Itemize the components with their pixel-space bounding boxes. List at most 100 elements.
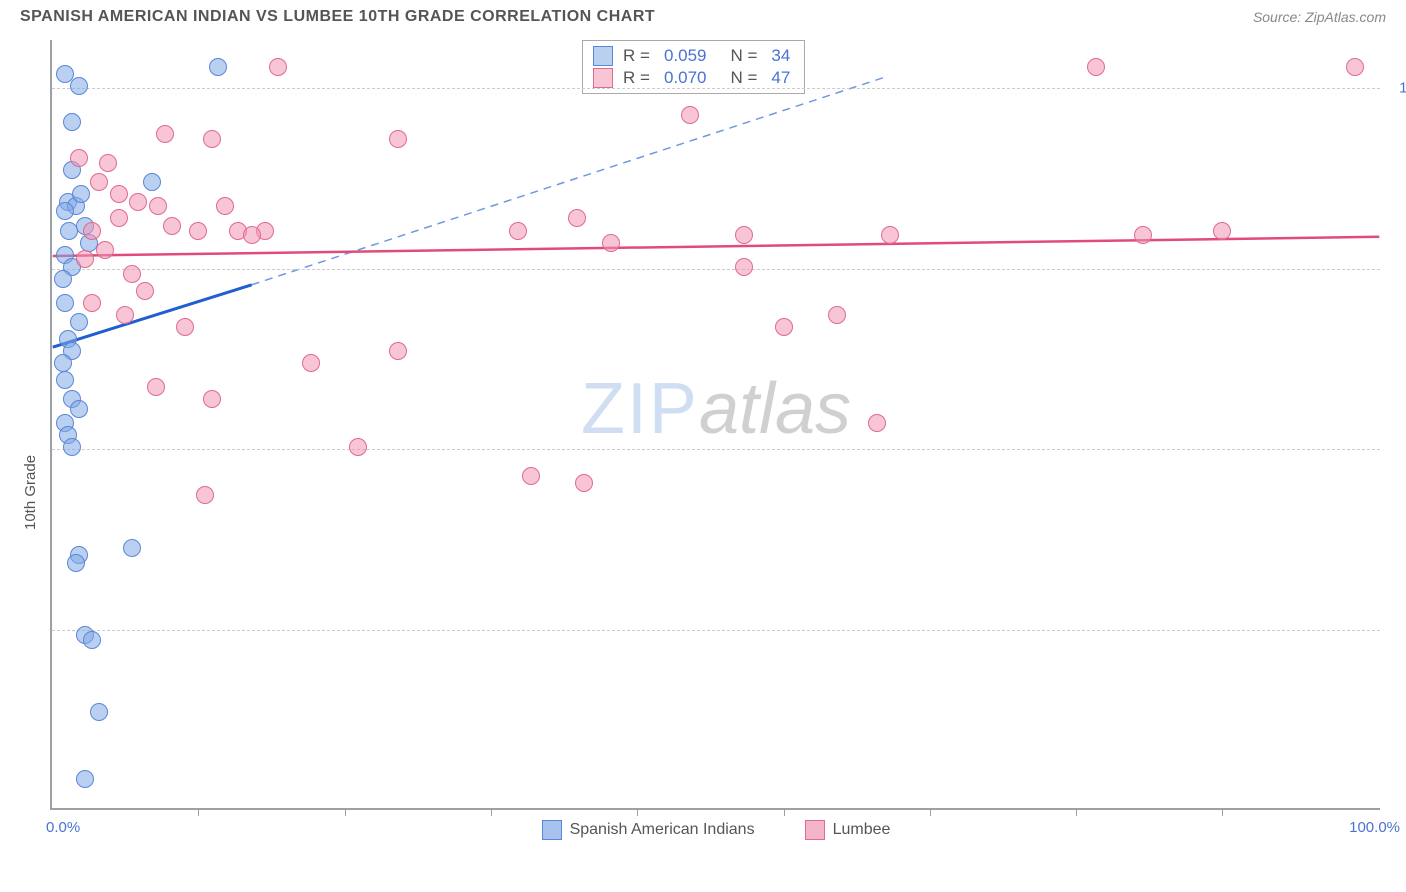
data-point	[243, 226, 261, 244]
data-point	[216, 197, 234, 215]
data-point	[90, 173, 108, 191]
data-point	[90, 703, 108, 721]
x-tick	[1076, 808, 1077, 816]
data-point	[203, 390, 221, 408]
data-point	[67, 554, 85, 572]
data-point	[149, 197, 167, 215]
data-point	[389, 130, 407, 148]
data-point	[56, 294, 74, 312]
data-point	[681, 106, 699, 124]
x-tick	[930, 808, 931, 816]
data-point	[56, 202, 74, 220]
data-point	[1213, 222, 1231, 240]
data-point	[868, 414, 886, 432]
x-tick	[1222, 808, 1223, 816]
legend-series-item-0: Spanish American Indians	[542, 820, 755, 840]
data-point	[63, 113, 81, 131]
legend-series-swatch-1	[805, 820, 825, 840]
data-point	[881, 226, 899, 244]
data-point	[99, 154, 117, 172]
x-tick	[345, 808, 346, 816]
data-point	[1087, 58, 1105, 76]
data-point	[568, 209, 586, 227]
x-tick	[784, 808, 785, 816]
data-point	[176, 318, 194, 336]
gridline-h	[52, 88, 1380, 89]
data-point	[143, 173, 161, 191]
y-tick-label: 92.5%	[1390, 260, 1406, 277]
data-point	[70, 149, 88, 167]
data-point	[72, 185, 90, 203]
x-tick	[491, 808, 492, 816]
data-point	[83, 222, 101, 240]
data-point	[54, 354, 72, 372]
data-point	[349, 438, 367, 456]
data-point	[828, 306, 846, 324]
data-point	[602, 234, 620, 252]
legend-n-label-1: N =	[730, 68, 757, 88]
x-tick	[198, 808, 199, 816]
trend-lines-svg	[52, 40, 1380, 808]
data-point	[189, 222, 207, 240]
gridline-h	[52, 449, 1380, 450]
y-tick-label: 85.0%	[1390, 441, 1406, 458]
data-point	[136, 282, 154, 300]
legend-stats: R = 0.059 N = 34 R = 0.070 N = 47	[582, 40, 805, 94]
y-axis-label: 10th Grade	[22, 455, 39, 530]
data-point	[302, 354, 320, 372]
data-point	[775, 318, 793, 336]
data-point	[509, 222, 527, 240]
data-point	[63, 438, 81, 456]
x-tick	[637, 808, 638, 816]
legend-stats-row-1: R = 0.070 N = 47	[593, 67, 794, 89]
data-point	[70, 313, 88, 331]
gridline-h	[52, 269, 1380, 270]
data-point	[83, 294, 101, 312]
source-label: Source: ZipAtlas.com	[1253, 9, 1386, 25]
legend-swatch-1	[593, 68, 613, 88]
data-point	[54, 270, 72, 288]
data-point	[163, 217, 181, 235]
legend-n-label-0: N =	[730, 46, 757, 66]
header-bar: SPANISH AMERICAN INDIAN VS LUMBEE 10TH G…	[0, 0, 1406, 30]
plot-area: ZIPatlas R = 0.059 N = 34 R = 0.070 N = …	[50, 40, 1380, 810]
x-label-right: 100.0%	[1349, 819, 1400, 836]
y-tick-label: 100.0%	[1390, 80, 1406, 97]
data-point	[1134, 226, 1152, 244]
chart-title: SPANISH AMERICAN INDIAN VS LUMBEE 10TH G…	[20, 8, 655, 26]
watermark-atlas: atlas	[699, 369, 851, 449]
data-point	[110, 209, 128, 227]
data-point	[76, 770, 94, 788]
data-point	[575, 474, 593, 492]
legend-r-value-1: 0.070	[664, 68, 707, 88]
chart-container: 10th Grade ZIPatlas R = 0.059 N = 34 R =…	[0, 30, 1406, 850]
watermark-zip: ZIP	[581, 369, 699, 449]
data-point	[156, 125, 174, 143]
legend-stats-row-0: R = 0.059 N = 34	[593, 45, 794, 67]
y-tick-label: 77.5%	[1390, 621, 1406, 638]
data-point	[269, 58, 287, 76]
data-point	[70, 77, 88, 95]
data-point	[56, 371, 74, 389]
data-point	[70, 400, 88, 418]
x-label-left: 0.0%	[46, 819, 80, 836]
data-point	[83, 631, 101, 649]
data-point	[116, 306, 134, 324]
legend-series-item-1: Lumbee	[805, 820, 891, 840]
legend-n-value-1: 47	[771, 68, 790, 88]
data-point	[96, 241, 114, 259]
data-point	[147, 378, 165, 396]
legend-series-swatch-0	[542, 820, 562, 840]
data-point	[209, 58, 227, 76]
legend-n-value-0: 34	[771, 46, 790, 66]
data-point	[389, 342, 407, 360]
watermark: ZIPatlas	[581, 368, 851, 450]
data-point	[76, 250, 94, 268]
legend-series-label-1: Lumbee	[833, 821, 891, 839]
data-point	[735, 258, 753, 276]
legend-r-value-0: 0.059	[664, 46, 707, 66]
legend-swatch-0	[593, 46, 613, 66]
data-point	[110, 185, 128, 203]
data-point	[1346, 58, 1364, 76]
gridline-h	[52, 630, 1380, 631]
